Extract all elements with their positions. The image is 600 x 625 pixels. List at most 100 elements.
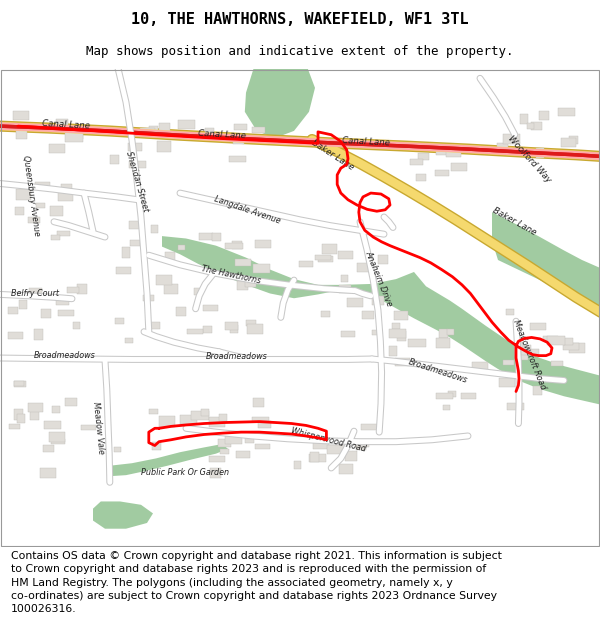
Text: Baker Lane: Baker Lane [491,206,538,238]
Bar [113,447,121,452]
Bar [347,298,363,307]
Bar [389,346,397,356]
Bar [372,329,380,335]
Bar [58,192,73,201]
Bar [56,119,68,125]
Bar [315,255,331,261]
Bar [253,398,264,407]
Bar [28,217,40,223]
Bar [178,245,185,251]
Text: Canal Lane: Canal Lane [198,129,246,141]
Bar [14,409,23,419]
Bar [551,361,563,366]
Text: Belfry Court: Belfry Court [11,289,59,298]
Bar [436,393,453,399]
Bar [35,182,50,189]
Bar [536,148,544,158]
Bar [503,134,520,144]
Bar [201,409,209,416]
Bar [355,441,369,448]
Bar [152,442,161,450]
Bar [151,226,158,233]
Bar [203,326,212,333]
Bar [58,231,70,236]
Text: Whisperwood Road: Whisperwood Road [290,426,367,454]
Bar [520,114,527,124]
Bar [164,284,178,294]
Bar [16,189,31,200]
Bar [506,309,514,316]
Polygon shape [111,444,228,476]
Bar [357,263,369,271]
Bar [179,414,197,424]
Bar [253,264,270,273]
Bar [49,432,65,442]
Bar [235,259,251,266]
Bar [397,331,406,341]
Bar [115,318,124,324]
Bar [389,329,406,338]
Bar [65,398,77,406]
Bar [17,414,25,423]
Bar [361,424,377,430]
Bar [338,251,353,259]
Bar [43,445,54,452]
Bar [159,416,175,427]
Bar [52,439,65,444]
Bar [191,411,209,421]
Bar [247,324,263,334]
Bar [569,342,586,353]
Bar [246,320,256,326]
Bar [294,461,301,469]
Bar [205,127,214,134]
Bar [209,418,225,427]
Bar [448,391,456,397]
Bar [530,322,546,330]
Bar [40,468,56,478]
Text: Broadmeadows: Broadmeadows [407,357,469,385]
Bar [52,406,59,413]
Bar [253,416,269,422]
Bar [236,281,248,289]
Text: Contains OS data © Crown copyright and database right 2021. This information is : Contains OS data © Crown copyright and d… [11,551,502,614]
Bar [14,381,26,387]
Text: Public Park Or Garden: Public Park Or Garden [141,468,229,478]
Bar [245,279,256,288]
Bar [547,336,565,345]
Bar [110,155,119,164]
Bar [436,338,450,348]
Text: Broadmeadows: Broadmeadows [206,352,268,361]
Bar [9,424,20,429]
Bar [219,414,227,421]
Bar [515,352,529,360]
Bar [194,288,202,295]
Bar [30,411,39,421]
Bar [499,378,515,387]
Text: Sheridan Street: Sheridan Street [124,150,150,213]
Bar [516,342,523,349]
Bar [56,299,69,305]
Bar [148,322,160,329]
Bar [318,256,334,262]
Bar [209,456,225,462]
Bar [8,307,18,314]
Bar [229,156,246,162]
Bar [203,305,218,311]
Bar [254,444,271,449]
Bar [19,300,28,309]
Bar [461,392,476,399]
Bar [13,111,29,120]
Bar [140,128,155,138]
Bar [439,329,448,338]
Bar [527,123,534,129]
Bar [149,409,158,414]
Bar [328,445,346,454]
Text: Canal Lane: Canal Lane [42,119,90,131]
Bar [130,240,140,246]
Bar [321,311,329,317]
Bar [253,127,265,133]
Bar [562,139,576,148]
Bar [49,144,65,152]
Bar [563,338,572,345]
Polygon shape [245,64,315,138]
